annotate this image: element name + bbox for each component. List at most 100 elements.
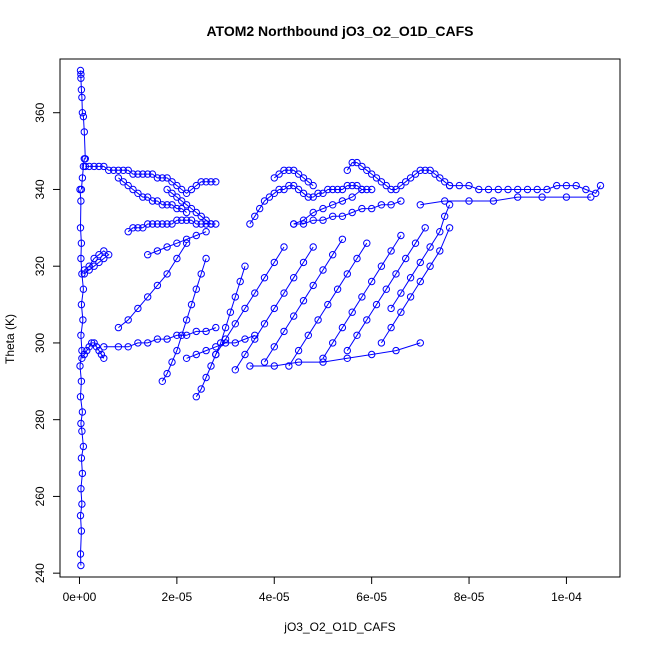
data-point [173, 239, 181, 247]
series-line [80, 70, 86, 190]
data-point [76, 393, 85, 401]
data-point [77, 377, 86, 385]
x-tick-label: 4e-05 [259, 590, 290, 604]
data-point [553, 181, 561, 190]
data-point [465, 181, 473, 190]
data-point [562, 193, 571, 201]
y-tick-label: 360 [33, 102, 47, 122]
data-point [77, 254, 85, 263]
data-point [426, 262, 434, 270]
data-point [329, 212, 337, 221]
data-point [348, 193, 356, 201]
data-point [78, 500, 86, 508]
data-point [212, 323, 220, 332]
y-axis-label: Theta (K) [3, 314, 17, 364]
data-point [290, 312, 298, 320]
data-point [173, 346, 181, 355]
data-point [79, 316, 87, 324]
data-point [251, 289, 259, 297]
data-point [77, 197, 85, 205]
x-tick-label: 1e-04 [551, 590, 582, 604]
data-point [134, 224, 142, 232]
data-point [92, 343, 101, 351]
data-point [319, 216, 327, 224]
data-point [124, 181, 132, 190]
data-point [445, 181, 454, 190]
data-point [246, 220, 254, 228]
data-point [231, 339, 240, 347]
data-point [114, 166, 123, 175]
data-point [77, 485, 85, 493]
data-point [314, 316, 322, 324]
data-point [168, 220, 176, 228]
data-point [95, 346, 103, 355]
data-point [270, 343, 278, 351]
data-point [260, 274, 269, 282]
data-point [338, 185, 347, 194]
series-line [380, 227, 451, 344]
data-point [231, 320, 240, 328]
data-point [372, 300, 381, 309]
data-point [397, 197, 405, 205]
data-point [129, 170, 137, 178]
data-point [158, 377, 167, 385]
x-axis-label: jO3_O2_O1D_CAFS [283, 620, 395, 634]
data-point [105, 251, 113, 259]
data-point [163, 201, 171, 209]
data-point [78, 469, 87, 478]
data-point [348, 181, 356, 190]
data-point [80, 266, 89, 274]
series-line [390, 204, 451, 309]
data-point [358, 162, 366, 171]
data-point [285, 181, 293, 190]
data-point [270, 258, 278, 267]
data-point [514, 193, 522, 201]
data-point [90, 254, 98, 263]
series-20 [260, 235, 347, 366]
series-line [118, 242, 188, 328]
data-point [114, 343, 123, 351]
x-tick-label: 6e-05 [356, 590, 387, 604]
data-point [153, 281, 162, 290]
data-point [504, 185, 512, 194]
series-10 [416, 193, 595, 209]
data-point [231, 366, 240, 374]
data-point [178, 331, 186, 339]
data-point [299, 216, 308, 224]
data-point [187, 204, 196, 213]
data-point [78, 408, 87, 416]
data-point [81, 155, 90, 163]
data-point [79, 112, 88, 121]
data-point [338, 235, 347, 244]
data-point [197, 212, 205, 221]
series-line [346, 227, 426, 351]
data-point [139, 224, 147, 232]
series-line [234, 246, 314, 371]
data-point [343, 270, 351, 278]
data-point [358, 204, 366, 213]
data-point [197, 270, 205, 278]
data-point [119, 178, 128, 186]
data-point [212, 350, 220, 359]
data-point [368, 185, 376, 194]
series-16 [158, 254, 210, 385]
data-point [294, 185, 303, 194]
data-point [182, 216, 191, 224]
data-point [153, 174, 162, 182]
data-point [270, 362, 278, 370]
data-point [192, 208, 201, 217]
chart-title: ATOM2 Northbound jO3_O2_O1D_CAFS [206, 23, 473, 39]
series-line [273, 169, 314, 186]
data-point [358, 185, 366, 194]
data-point [436, 247, 444, 255]
data-point [173, 181, 181, 190]
data-point [207, 178, 215, 186]
data-point [97, 350, 106, 359]
data-point [168, 189, 176, 198]
data-point [338, 197, 347, 205]
data-point [304, 331, 312, 339]
data-point [119, 166, 128, 175]
data-point [241, 304, 249, 313]
data-point [178, 185, 186, 194]
